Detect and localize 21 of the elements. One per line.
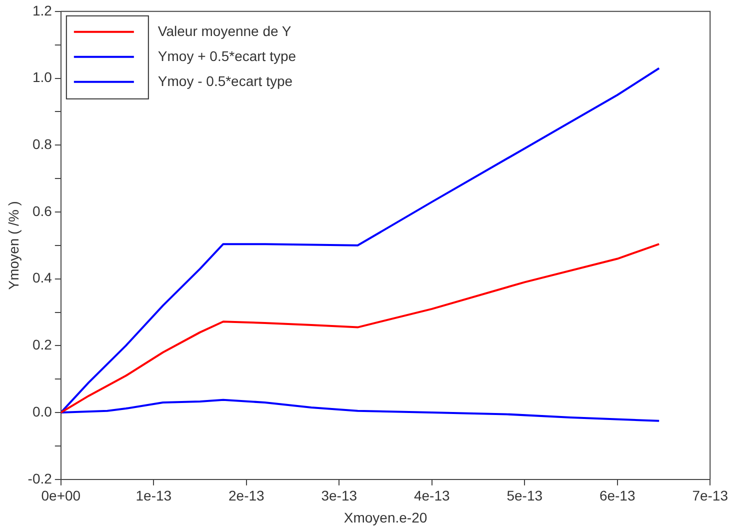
legend-label: Ymoy + 0.5*ecart type [158, 48, 296, 64]
x-tick-label: 5e-13 [506, 488, 543, 504]
x-tick-label: 3e-13 [321, 488, 358, 504]
x-tick-label: 7e-13 [692, 488, 728, 504]
y-tick-label: 0.0 [32, 403, 52, 420]
y-tick-label: 0.6 [32, 202, 52, 219]
legend-label: Ymoy - 0.5*ecart type [158, 72, 293, 89]
y-tick-label: -0.2 [28, 470, 52, 486]
legend-label: Valeur moyenne de Y [158, 22, 292, 39]
y-tick-label: 1.0 [32, 69, 52, 86]
x-tick-label: 0e+00 [41, 488, 81, 504]
x-axis-title: Xmoyen.e-20 [344, 509, 428, 526]
y-tick-label: 0.4 [32, 270, 52, 286]
y-tick-label: 0.2 [32, 336, 52, 353]
x-tick-label: 1e-13 [136, 488, 172, 504]
y-tick-label: 0.8 [32, 136, 52, 152]
x-tick-label: 6e-13 [599, 488, 636, 504]
y-axis-title: Ymoyen ( /% ) [5, 201, 22, 290]
x-tick-label: 2e-13 [228, 488, 265, 504]
y-tick-label: 1.2 [32, 2, 52, 18]
x-tick-label: 4e-13 [414, 488, 450, 504]
